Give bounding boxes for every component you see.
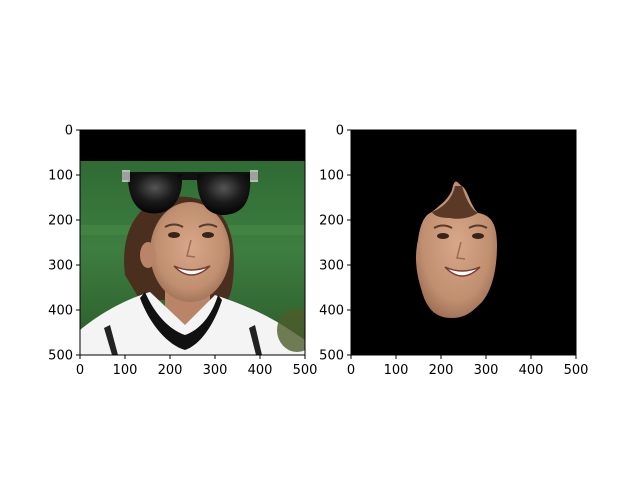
x-tick-label: 200 bbox=[429, 363, 454, 378]
composited-photo bbox=[80, 130, 317, 355]
y-tick-label: 300 bbox=[48, 259, 73, 274]
y-tick-label: 0 bbox=[65, 124, 73, 139]
x-tick-label: 0 bbox=[347, 363, 355, 378]
x-tick-label: 200 bbox=[158, 363, 183, 378]
y-tick-label: 200 bbox=[48, 214, 73, 229]
x-tick-label: 100 bbox=[384, 363, 409, 378]
x-tick-label: 400 bbox=[519, 363, 544, 378]
y-tick-label: 100 bbox=[48, 169, 73, 184]
x-tick-label: 0 bbox=[76, 363, 84, 378]
right-image-panel bbox=[351, 130, 576, 355]
y-tick-label: 400 bbox=[319, 304, 344, 319]
y-tick-label: 200 bbox=[319, 214, 344, 229]
x-tick-label: 100 bbox=[113, 363, 138, 378]
x-tick-label: 500 bbox=[564, 363, 589, 378]
x-tick-label: 300 bbox=[474, 363, 499, 378]
x-tick-label: 500 bbox=[293, 363, 318, 378]
y-tick-label: 300 bbox=[319, 259, 344, 274]
x-tick-label: 400 bbox=[248, 363, 273, 378]
y-tick-label: 400 bbox=[48, 304, 73, 319]
y-tick-label: 500 bbox=[48, 349, 73, 364]
y-tick-label: 500 bbox=[319, 349, 344, 364]
left-image-panel bbox=[80, 130, 317, 355]
x-tick-label: 300 bbox=[203, 363, 228, 378]
y-tick-label: 100 bbox=[319, 169, 344, 184]
y-tick-label: 0 bbox=[336, 124, 344, 139]
